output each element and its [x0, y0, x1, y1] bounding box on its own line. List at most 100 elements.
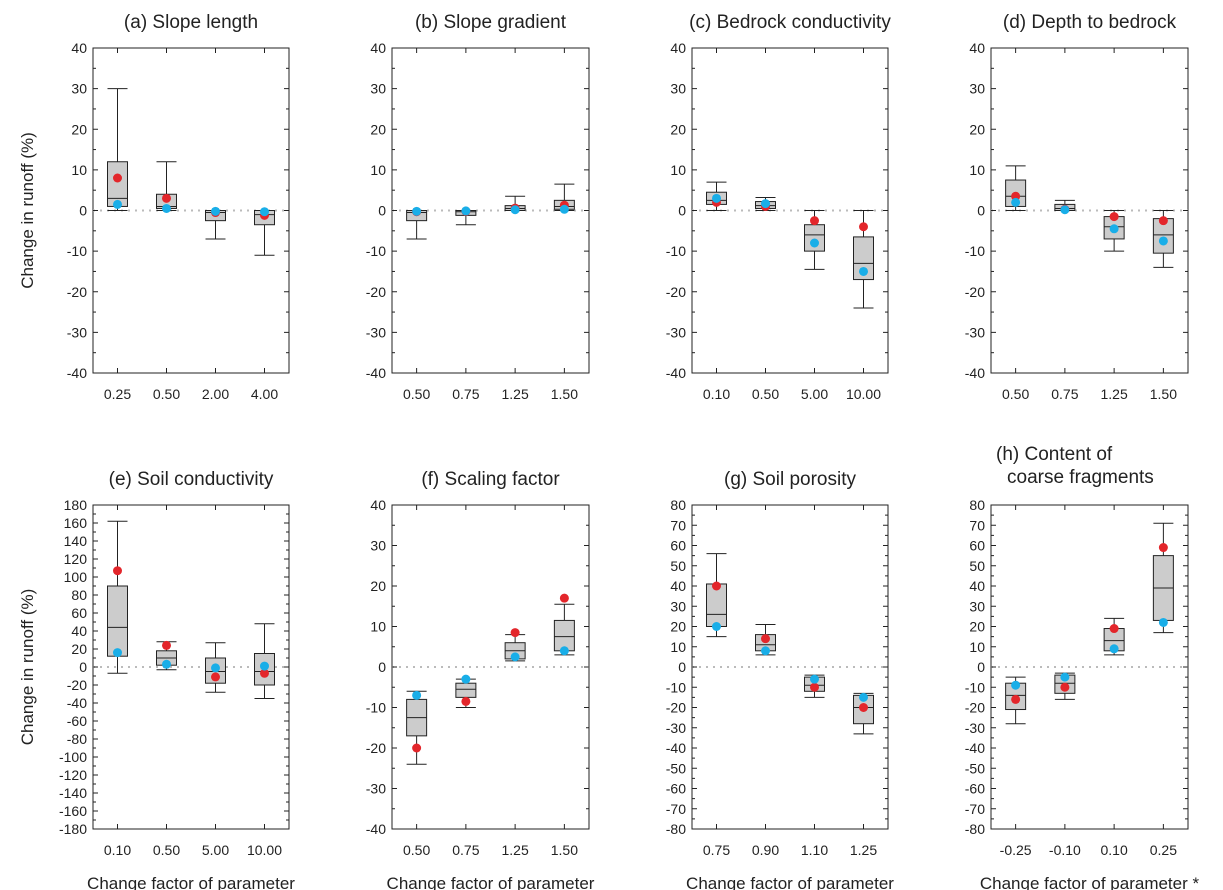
- y-tick-label: 20: [969, 121, 985, 137]
- blue-marker: [810, 674, 819, 684]
- y-tick-label: 20: [71, 641, 87, 657]
- blue-marker: [1158, 617, 1168, 627]
- panel-title: (d) Depth to bedrock: [1003, 12, 1177, 33]
- x-tick-label: 0.75: [703, 842, 730, 858]
- blue-marker: [712, 622, 721, 631]
- x-tick-label: 0.75: [1051, 386, 1078, 402]
- x-tick-label: 10.00: [247, 842, 282, 858]
- iqr-box: [107, 161, 128, 207]
- red-marker: [859, 222, 868, 232]
- y-tick-label: -80: [666, 821, 686, 837]
- y-tick-label: 60: [71, 605, 87, 621]
- red-marker: [1158, 216, 1168, 226]
- x-tick-label: 1.25: [502, 842, 529, 858]
- box-4: [1152, 210, 1174, 268]
- y-tick-label: 40: [670, 578, 686, 594]
- y-tick-label: -40: [965, 365, 985, 381]
- panel-g: (g) Soil porosity -80 -70 -60 -50 -40 -30 -20 -1…: [666, 469, 895, 890]
- x-tick-label: 0.25: [104, 386, 131, 402]
- y-tick-label: -30: [666, 324, 686, 340]
- x-tick-label: 1.50: [551, 842, 578, 858]
- y-tick-label: -10: [67, 243, 87, 259]
- box-2: [1054, 672, 1076, 700]
- x-tick-label: 10.00: [846, 386, 881, 402]
- y-tick-label: -20: [366, 284, 386, 300]
- box-4: [254, 207, 275, 256]
- y-tick-label: -30: [366, 781, 386, 797]
- y-tick-label: 30: [969, 598, 985, 614]
- panel-f: (f) Scaling factor -40 -30 -20 -10 0 10 20 30 40 0…: [366, 469, 595, 890]
- y-tick-label: 60: [969, 538, 985, 554]
- box-4: [553, 593, 575, 656]
- x-tick-label: 2.00: [202, 386, 229, 402]
- x-tick-label: 1.25: [1101, 386, 1128, 402]
- y-tick-label: -10: [666, 243, 686, 259]
- box-3: [205, 206, 226, 240]
- panel-title: (a) Slope length: [124, 12, 258, 33]
- y-tick-label: 20: [969, 619, 985, 635]
- red-marker: [1060, 682, 1070, 692]
- red-marker: [113, 566, 122, 576]
- y-tick-label: 20: [670, 619, 686, 635]
- blue-marker: [859, 266, 868, 276]
- y-tick-label: -60: [67, 713, 87, 729]
- y-tick-label: 40: [969, 578, 985, 594]
- blue-marker: [1158, 236, 1168, 246]
- x-tick-label: 1.50: [1150, 386, 1177, 402]
- red-marker: [461, 696, 471, 706]
- panel-title: (c) Bedrock conductivity: [689, 12, 891, 33]
- blue-marker: [859, 692, 868, 702]
- x-tick-label: 1.25: [502, 386, 529, 402]
- box-3: [1103, 210, 1125, 252]
- x-tick-label: 0.50: [1002, 386, 1029, 402]
- red-marker: [510, 628, 520, 638]
- y-tick-label: -20: [965, 284, 985, 300]
- blue-marker: [761, 646, 770, 656]
- x-tick-label: 0.50: [153, 386, 180, 402]
- y-tick-label: -40: [666, 740, 686, 756]
- y-tick-label: 160: [64, 515, 88, 531]
- red-marker: [162, 640, 171, 650]
- x-tick-label: 1.25: [850, 842, 877, 858]
- y-tick-label: 10: [670, 639, 686, 655]
- x-tick-label: 0.50: [403, 842, 430, 858]
- box-1: [1005, 165, 1027, 211]
- blue-marker: [260, 661, 269, 671]
- y-tick-label: -50: [666, 760, 686, 776]
- panel-d: (d) Depth to bedrock -40 -30 -20 -10 0 10 20 30 4…: [965, 12, 1189, 402]
- iqr-box: [107, 585, 128, 657]
- y-tick-label: 40: [670, 40, 686, 56]
- panel-title: (f) Scaling factor: [421, 469, 560, 490]
- x-tick-label: 4.00: [251, 386, 278, 402]
- x-tick-label: 5.00: [801, 386, 828, 402]
- red-marker: [810, 216, 819, 226]
- y-tick-label: -30: [965, 324, 985, 340]
- y-tick-label: -10: [666, 679, 686, 695]
- y-tick-label: 70: [670, 517, 686, 533]
- blue-marker: [1011, 197, 1021, 207]
- red-marker: [211, 672, 220, 682]
- y-tick-label: 80: [71, 587, 87, 603]
- box-1: [1005, 676, 1027, 725]
- blue-marker: [761, 199, 770, 209]
- y-tick-label: 0: [678, 203, 686, 219]
- y-axis-label: Change in runoff (%): [18, 132, 37, 289]
- y-tick-label: -80: [965, 821, 985, 837]
- y-tick-label: 180: [64, 497, 88, 513]
- y-tick-label: -180: [59, 821, 87, 837]
- panel-b: (b) Slope gradient -40 -30 -20 -10 0 10 20 30 40 0…: [366, 12, 590, 402]
- box-4: [1152, 522, 1174, 634]
- y-tick-label: -80: [67, 731, 87, 747]
- y-tick-label: 50: [969, 558, 985, 574]
- y-tick-label: 30: [969, 81, 985, 97]
- red-marker: [761, 634, 770, 644]
- panel-title-line: (h) Content of: [996, 444, 1113, 465]
- box-3: [804, 210, 825, 270]
- box-3: [804, 674, 825, 698]
- x-tick-label: -0.25: [1000, 842, 1032, 858]
- red-marker: [260, 668, 269, 678]
- box-2: [156, 161, 177, 213]
- blue-marker: [162, 659, 171, 669]
